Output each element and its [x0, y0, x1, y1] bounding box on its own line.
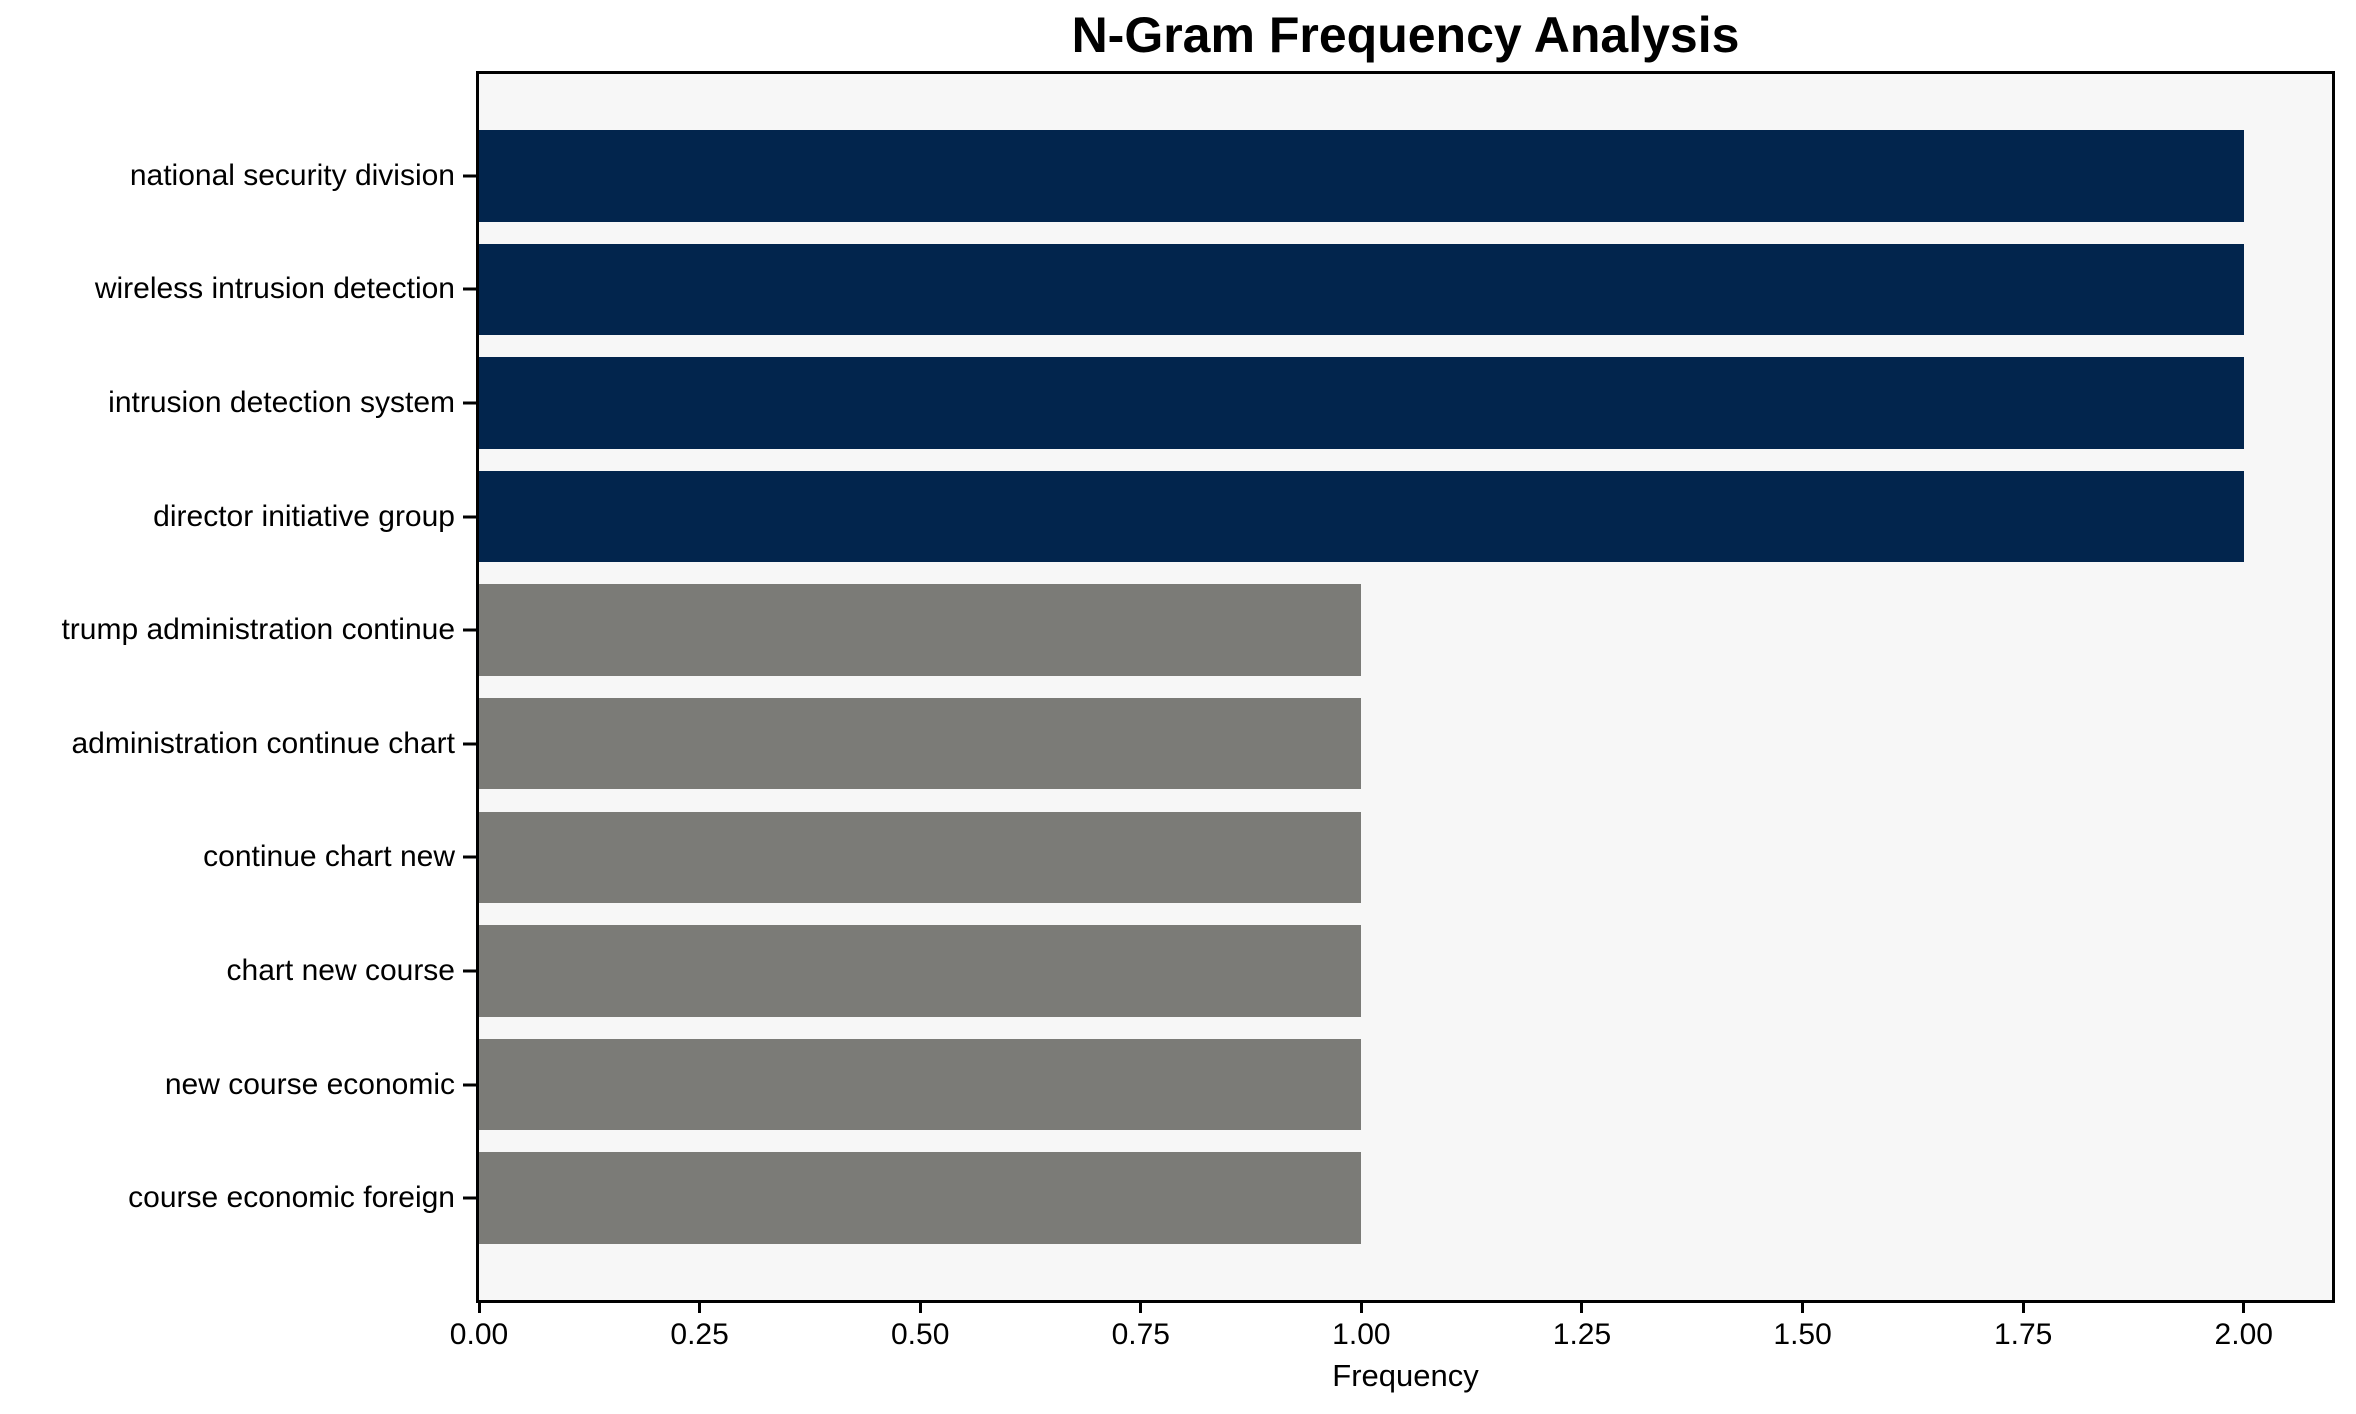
- y-tick-label: continue chart new: [203, 840, 455, 874]
- x-tick-mark: [918, 1303, 922, 1313]
- y-tick-label: administration continue chart: [71, 726, 455, 760]
- chart-title: N-Gram Frequency Analysis: [1071, 7, 1740, 63]
- bar-row: director initiative group: [153, 460, 2332, 574]
- x-tick-label: 2.00: [2214, 1318, 2273, 1351]
- x-axis-label: Frequency: [1332, 1358, 1479, 1393]
- x-tick-mark: [2021, 1303, 2025, 1313]
- bar: [479, 811, 1362, 904]
- bar-row: trump administration continue: [61, 573, 2332, 687]
- bar: [479, 698, 1362, 790]
- x-tick-label: 1.50: [1773, 1318, 1832, 1351]
- y-tick-mark: [463, 515, 476, 519]
- bar: [479, 1152, 1362, 1244]
- x-tick-mark: [1359, 1303, 1363, 1313]
- bar: [479, 357, 2244, 449]
- x-tick-mark: [1580, 1303, 1584, 1313]
- bar-row: intrusion detection system: [108, 346, 2332, 460]
- bar: [479, 243, 2244, 336]
- x-tick-mark: [1801, 1303, 1805, 1313]
- x-tick-mark: [1139, 1303, 1143, 1313]
- y-tick-mark: [463, 1083, 476, 1087]
- y-tick-mark: [463, 855, 476, 859]
- plot-area: national security division wireless intru…: [61, 71, 2335, 1351]
- y-tick-label: wireless intrusion detection: [94, 272, 455, 306]
- x-tick-label: 0.75: [1111, 1318, 1170, 1351]
- bar: [479, 584, 1362, 676]
- y-tick-label: chart new course: [226, 953, 455, 987]
- y-tick-mark: [463, 969, 476, 973]
- y-tick-label: intrusion detection system: [108, 385, 455, 419]
- y-tick-label: course economic foreign: [128, 1181, 455, 1215]
- x-tick-mark: [477, 1303, 481, 1313]
- x-tick-label: 0.00: [449, 1318, 509, 1351]
- bar: [479, 925, 1362, 1017]
- bar: [479, 1038, 1362, 1131]
- x-tick-mark: [2242, 1303, 2246, 1313]
- y-tick-mark: [463, 742, 476, 746]
- y-tick-label: director initiative group: [153, 499, 455, 533]
- y-tick-mark: [463, 1196, 476, 1200]
- y-tick-label: new course economic: [164, 1067, 455, 1101]
- y-tick-mark: [463, 287, 476, 291]
- x-tick-label: 1.00: [1332, 1318, 1391, 1351]
- bar-row: continue chart new: [203, 801, 2332, 915]
- bar: [479, 470, 2244, 563]
- y-tick-mark: [463, 174, 476, 178]
- bar-rows: national security division wireless intru…: [61, 74, 2332, 1300]
- y-tick-label: trump administration continue: [61, 613, 455, 647]
- x-tick-mark: [698, 1303, 702, 1313]
- bar-row: national security division: [130, 119, 2332, 233]
- x-tick-label: 0.50: [890, 1318, 950, 1351]
- bar-row: wireless intrusion detection: [95, 233, 2332, 347]
- y-tick-label: national security division: [129, 158, 455, 192]
- x-tick-label: 1.25: [1552, 1318, 1612, 1351]
- x-tick-label: 0.25: [670, 1318, 729, 1351]
- y-tick-mark: [463, 401, 476, 405]
- bar-row: chart new course: [227, 914, 2332, 1028]
- bar-row: new course economic: [165, 1028, 2332, 1142]
- x-tick-label: 1.75: [1993, 1318, 2053, 1351]
- y-tick-mark: [463, 628, 476, 632]
- bar-row: course economic foreign: [128, 1141, 2332, 1255]
- bar: [479, 130, 2244, 222]
- bar-row: administration continue chart: [71, 687, 2332, 801]
